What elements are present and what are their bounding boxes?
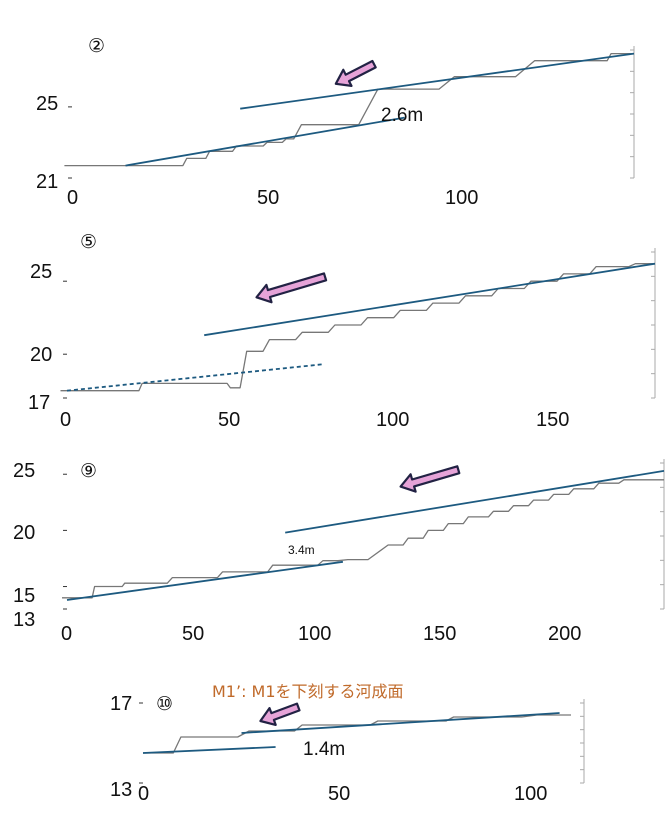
panel-2-arrow [334, 59, 377, 88]
panel-9-ytick-20: 20 [13, 522, 35, 544]
panel-5-ytick-17: 17 [28, 392, 50, 414]
panel-5-arrow-shape [255, 272, 328, 304]
panel-5-ytick-20: 20 [30, 344, 52, 366]
panel-5-ytick-25: 25 [30, 261, 52, 283]
panel-2-xtick-50: 50 [257, 187, 279, 209]
panel-10-axes [139, 699, 585, 784]
panel-9-xtick-150: 150 [423, 623, 456, 645]
panel-5-series-profile-0 [60, 263, 655, 392]
panel-10-arrow [259, 702, 301, 727]
panel-9-ytick-25: 25 [13, 460, 35, 482]
panel-2-axes [68, 46, 635, 179]
panel-2-series-fit-2 [240, 52, 635, 110]
panel-5-xtick-150: 150 [536, 409, 569, 431]
panel-9-series-fit-1 [66, 560, 344, 601]
panel-9-arrow-shape [399, 465, 461, 493]
panel-10-series-profile-0 [143, 714, 571, 754]
panel-2-ytick-21: 21 [36, 171, 58, 193]
panel-9-series-fit-2 [285, 470, 665, 534]
panel-9-label: ⑨ [80, 460, 97, 482]
panel-5-xtick-50: 50 [218, 409, 240, 431]
panel-10-annotation: 1.4m [303, 739, 345, 760]
panel-9-xtick-0: 0 [61, 623, 72, 645]
panel-2-xtick-100: 100 [445, 187, 478, 209]
panel-9-xtick-50: 50 [182, 623, 204, 645]
panel-10-ytick-13: 13 [110, 779, 132, 801]
panel-9-ytick-13: 13 [13, 609, 35, 631]
panel-2-arrow-shape [334, 59, 377, 88]
panel-10-xtick-50: 50 [328, 783, 350, 805]
panel-10-label: ⑩ [156, 693, 173, 715]
panel-9-ytick-15: 15 [13, 585, 35, 607]
panel-10-series [142, 712, 571, 754]
panel-5-series-fit-dashed-2 [66, 363, 322, 392]
panel-9-series-profile-0 [62, 479, 664, 599]
panel-10-xtick-0: 0 [138, 783, 149, 805]
panel-2-annotation: 2.6m [381, 105, 423, 126]
panel-5-xtick-100: 100 [376, 409, 409, 431]
panel-5-series [60, 262, 656, 392]
panel-9-xtick-200: 200 [548, 623, 581, 645]
panel-10-series-fit-2 [241, 712, 560, 734]
panel-2-series [64, 52, 635, 167]
panel-2-ytick-25: 25 [36, 93, 58, 115]
panel-2-series-profile-0 [64, 52, 634, 167]
panel-9-arrow [399, 465, 461, 493]
panel-10-series-fit-1 [142, 746, 276, 754]
panel-2-xtick-0: 0 [67, 187, 78, 209]
panel-5: ⑤ 17 20 25 0 50 100 150 [28, 231, 656, 431]
panel-10: ⑩ M1’: M1を下刻する河成面 13 17 0 50 100 1.4m [110, 682, 585, 805]
panel-9-annotation: 3.4m [288, 543, 315, 557]
panel-9-xtick-100: 100 [298, 623, 331, 645]
panel-5-series-fit-1 [204, 262, 656, 337]
panel-5-axes [63, 248, 656, 399]
panel-5-xtick-0: 0 [60, 409, 71, 431]
panel-2-label: ② [88, 35, 105, 57]
panel-2-series-fit-1 [125, 116, 405, 167]
panel-9-series [62, 470, 665, 601]
panel-10-xtick-100: 100 [514, 783, 547, 805]
panel-9: ⑨ 13 15 20 25 0 50 100 150 200 3.4m [13, 459, 665, 645]
panel-10-ytick-17: 17 [110, 693, 132, 715]
panel-5-arrow [255, 272, 328, 304]
panel-10-arrow-shape [259, 702, 301, 727]
panel-9-axes [63, 459, 665, 610]
panel-5-label: ⑤ [80, 231, 97, 253]
panel-10-title: M1’: M1を下刻する河成面 [212, 682, 404, 701]
panel-2: ② 21 25 0 50 100 2.6m [36, 35, 635, 209]
